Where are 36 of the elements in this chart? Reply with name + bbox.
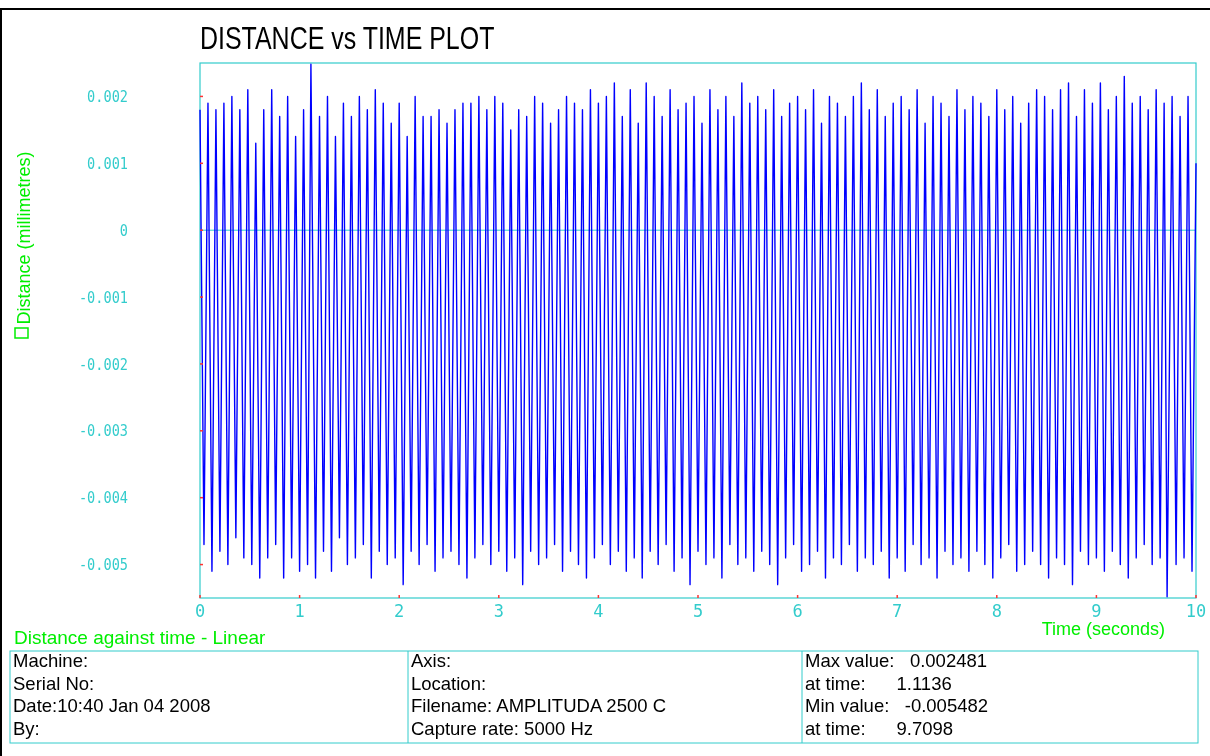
text: Date:10:40 Jan 04 2008 — [13, 695, 211, 716]
y-tick-label: -0.005 — [78, 555, 128, 574]
y-tick-label: -0.003 — [78, 421, 128, 440]
x-tick-label: 10 — [1185, 601, 1207, 621]
x-tick-label: 8 — [991, 601, 1002, 621]
x-tick-label: 0 — [194, 601, 206, 621]
text: at time: 1.1136 — [805, 673, 952, 694]
x-tick-label: 2 — [394, 601, 405, 621]
text: Machine: — [13, 650, 89, 671]
y-axis-title: Distance (millimetres) — [14, 151, 34, 325]
x-tick-label: 1 — [294, 601, 305, 621]
text: Location: — [411, 673, 487, 694]
text: Min value: -0.005482 — [805, 695, 989, 716]
chart-title: DISTANCE vs TIME PLOT — [200, 20, 495, 56]
text: By: — [13, 718, 40, 739]
x-axis-title: Time (seconds) — [1041, 619, 1165, 639]
x-tick-label: 4 — [593, 601, 604, 621]
text: at time: 9.7098 — [805, 718, 954, 739]
y-tick-label: -0.002 — [78, 354, 128, 373]
text: Distance against time - Linear — [14, 627, 267, 648]
x-tick-label: 7 — [892, 601, 903, 621]
x-tick-label: 6 — [792, 601, 803, 621]
y-tick-label: -0.001 — [78, 287, 128, 306]
x-tick-label: 3 — [493, 601, 504, 621]
y-tick-label: 0 — [119, 220, 128, 240]
text: Filename: AMPLITUDA 2500 C — [411, 695, 666, 716]
x-tick-label: 9 — [1091, 601, 1102, 621]
y-tick-label: 0.001 — [87, 153, 128, 173]
line-series — [199, 63, 1197, 598]
text: Serial No: — [13, 673, 95, 694]
y-tick-label: -0.004 — [78, 488, 129, 507]
text: Capture rate: 5000 Hz — [411, 718, 594, 739]
text: Max value: 0.002481 — [805, 650, 988, 671]
x-tick-label: 5 — [692, 601, 704, 621]
text: Axis: — [411, 650, 452, 671]
y-tick-label: 0.002 — [87, 86, 128, 106]
